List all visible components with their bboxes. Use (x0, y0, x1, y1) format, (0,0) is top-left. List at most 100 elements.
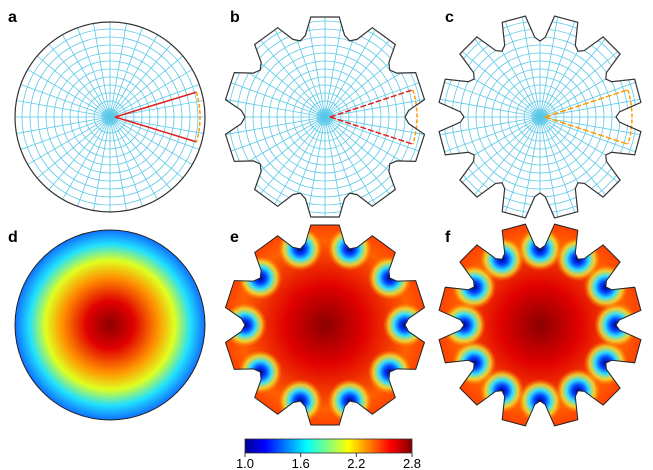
mesh-ray (324, 116, 397, 202)
field (15, 230, 205, 420)
mesh-ray (225, 79, 326, 118)
mesh-ray (109, 22, 130, 118)
mesh-ray (539, 97, 641, 118)
mesh-ray (502, 16, 541, 118)
mesh-ray (324, 17, 345, 118)
outline (14, 229, 206, 421)
mesh-ray (109, 116, 205, 155)
mesh-ray (539, 116, 612, 202)
mesh (15, 22, 205, 212)
panel-label: f (445, 229, 451, 246)
mesh-ray (439, 116, 541, 155)
panel-label: d (8, 229, 18, 246)
mesh-ray (109, 116, 205, 137)
panel-label: a (8, 9, 17, 26)
mesh-ray (539, 16, 578, 118)
mesh-ray (109, 116, 130, 212)
mesh-ray (455, 116, 541, 189)
mesh-ray (439, 116, 541, 137)
mesh-ray (468, 116, 541, 202)
mesh-ray (15, 116, 111, 155)
mesh-ray (324, 116, 425, 155)
mesh-ray (253, 116, 326, 202)
mesh-ray (109, 79, 205, 118)
colorbar-tick-label: 1.6 (292, 456, 310, 470)
mesh-ray (25, 116, 111, 189)
outline (224, 16, 426, 218)
mesh-ray (72, 22, 111, 118)
mesh-ray (324, 32, 397, 118)
mesh-ray (539, 16, 560, 118)
sector-edge (114, 116, 197, 143)
mesh-ray (225, 97, 326, 118)
mesh-ray (38, 32, 111, 118)
sector-arc (412, 89, 418, 145)
panels (14, 15, 642, 427)
mesh-ray (109, 22, 148, 118)
sector-edge (329, 116, 414, 145)
center (103, 110, 117, 124)
mesh-ray (269, 21, 326, 118)
sector-edge (329, 89, 414, 118)
panel (438, 223, 642, 427)
colorbar (244, 438, 413, 454)
mesh-ray (269, 116, 326, 213)
mesh-ray (520, 16, 541, 118)
mesh-ray (54, 116, 111, 212)
mesh-ray (253, 32, 326, 118)
mesh-ray (324, 116, 381, 213)
panel (14, 229, 206, 421)
outline (438, 223, 642, 427)
panel (438, 15, 642, 219)
sector-edge (114, 91, 197, 118)
mesh-ray (539, 116, 641, 155)
mesh-ray (439, 97, 541, 118)
mesh-ray (109, 116, 195, 189)
mesh-ray (109, 116, 148, 212)
mesh-ray (502, 116, 541, 218)
mesh-ray (539, 32, 612, 118)
mesh-ray (539, 116, 625, 189)
mesh-ray (109, 116, 166, 212)
mesh-ray (109, 32, 182, 118)
mesh-ray (539, 116, 560, 218)
mesh-ray (468, 32, 541, 118)
mesh-ray (455, 45, 541, 118)
mesh-ray (439, 79, 541, 118)
panel-label: c (445, 9, 454, 26)
mesh-ray (225, 116, 326, 137)
mesh-ray (109, 116, 205, 173)
sector-arc (195, 91, 201, 143)
outline (224, 224, 426, 426)
field-fill (15, 230, 205, 420)
mesh-ray (109, 97, 205, 118)
mesh-ray (72, 116, 111, 212)
outline (14, 21, 206, 213)
sector-arc (627, 89, 633, 145)
panel (224, 16, 426, 218)
mesh-ray (25, 45, 111, 118)
mesh-ray (225, 116, 326, 155)
mesh-ray (539, 79, 641, 118)
colorbar-tick-label: 2.8 (403, 456, 421, 470)
sector-edge (544, 116, 629, 145)
colorbar-tick-label: 1.0 (236, 456, 254, 470)
mesh-ray (15, 61, 111, 118)
mesh-ray (90, 116, 111, 212)
mesh-ray (539, 45, 625, 118)
outline (438, 15, 642, 219)
mesh-ray (324, 21, 381, 118)
field-fill (439, 224, 641, 426)
mesh-ray (324, 116, 345, 217)
center (318, 110, 332, 124)
panel (14, 21, 206, 213)
mesh-ray (90, 22, 111, 118)
mesh-ray (54, 22, 111, 118)
panel-label: b (230, 9, 240, 26)
mesh-ray (324, 79, 425, 118)
mesh-ray (109, 61, 205, 118)
mesh-ray (305, 116, 326, 217)
mesh-ray (305, 17, 326, 118)
mesh-ray (15, 116, 111, 173)
